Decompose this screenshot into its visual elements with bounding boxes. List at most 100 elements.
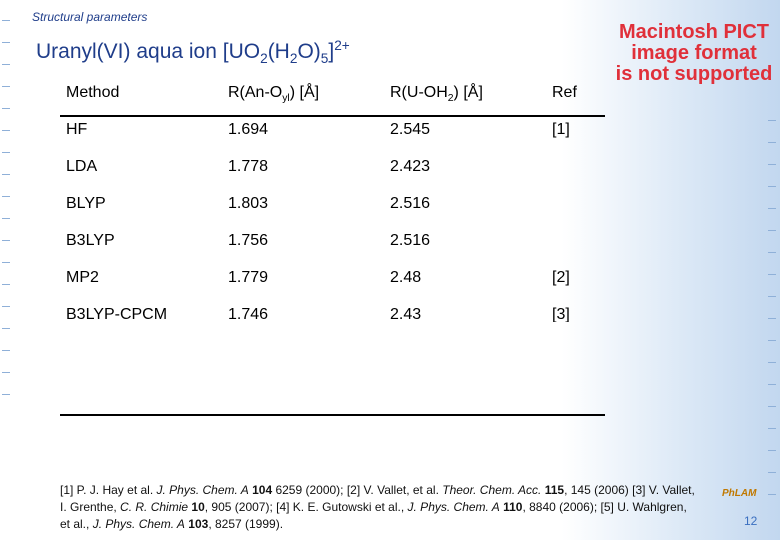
- table-cell: [3]: [552, 306, 570, 322]
- text-run: 2: [289, 51, 298, 67]
- section-label: Structural parameters: [32, 10, 148, 24]
- table-cell: 2.516: [390, 232, 431, 249]
- edge-dash: [2, 394, 10, 395]
- edge-dash: [2, 64, 10, 65]
- edge-dash: [768, 208, 776, 209]
- table-row: BLYP 1.803 2.516: [60, 189, 605, 226]
- header-row: Method R(An-Oyl) [Å] R(U-OH2) [Å] Ref: [60, 78, 605, 115]
- table-row: B3LYP-CPCM 1.746 2.43 [3]: [60, 300, 605, 322]
- table-row: MP2 1.779 2.48 [2]: [60, 263, 605, 300]
- edge-dash: [2, 240, 10, 241]
- edge-dash: [2, 86, 10, 87]
- table-row: HF 1.694 2.545 [1]: [60, 115, 605, 152]
- table-cell: MP2: [66, 269, 99, 286]
- table-cell: LDA: [66, 158, 98, 175]
- edge-dash: [768, 120, 776, 121]
- edge-dash: [2, 42, 10, 43]
- footnote: [1] P. J. Hay et al. J. Phys. Chem. A 10…: [60, 482, 700, 533]
- edge-dash: [768, 164, 776, 165]
- table-cell: 1.746: [228, 306, 269, 322]
- edge-dash: [2, 372, 10, 373]
- column-header: R(U-OH2) [Å]: [390, 84, 483, 104]
- edge-dash: [2, 20, 10, 21]
- edge-dash: [768, 472, 776, 473]
- edge-dash: [768, 450, 776, 451]
- text-run: J. Phys. Chem. A: [156, 483, 249, 497]
- text-run: J. Phys. Chem. A: [407, 500, 500, 514]
- table-cell: 1.694: [228, 121, 269, 138]
- edge-dash: [2, 130, 10, 131]
- table-cell: 2.516: [390, 195, 431, 212]
- text-run: R(U-OH: [390, 84, 448, 101]
- edge-dash: [2, 218, 10, 219]
- edge-dash: [768, 186, 776, 187]
- table-cell: 1.778: [228, 158, 269, 175]
- table-cell: 2.48: [390, 269, 422, 286]
- text-run: J. Phys. Chem. A: [92, 517, 185, 531]
- text-run: 115: [544, 483, 565, 497]
- image-placeholder: Macintosh PICT image format is not support…: [608, 22, 780, 85]
- text-run: ]: [328, 40, 335, 63]
- table-cell: B3LYP: [66, 232, 115, 249]
- edge-dash: [2, 284, 10, 285]
- edge-dash: [768, 142, 776, 143]
- table-cell: [1]: [552, 121, 570, 138]
- edge-dash: [768, 362, 776, 363]
- table-cell: B3LYP-CPCM: [66, 306, 168, 322]
- edge-dash: [768, 406, 776, 407]
- edge-dash: [768, 340, 776, 341]
- edge-dash: [768, 274, 776, 275]
- text-run: Theor. Chem. Acc.: [442, 483, 542, 497]
- table-cell: HF: [66, 121, 88, 138]
- bottom-rule: [60, 414, 605, 416]
- table-cell: 2.43: [390, 306, 422, 322]
- edge-dash: [2, 196, 10, 197]
- table-cell: BLYP: [66, 195, 106, 212]
- text-run: O): [297, 40, 321, 63]
- edge-dash: [2, 174, 10, 175]
- placeholder-line: image format: [631, 42, 757, 64]
- placeholder-line: Macintosh PICT: [618, 21, 769, 43]
- column-header: R(An-Oyl) [Å]: [228, 84, 319, 104]
- text-run: yl: [282, 93, 290, 105]
- text-run: 2: [260, 51, 268, 67]
- table-cell: 1.803: [228, 195, 269, 212]
- placeholder-line: is not supported: [615, 63, 773, 85]
- table-row: LDA 1.778 2.423: [60, 152, 605, 189]
- slide-title: Uranyl(VI) aqua ion [UO2(H2O)5]2+: [36, 38, 350, 66]
- table-cell: 1.779: [228, 269, 269, 286]
- text-run: , 905 (2007); [4] K. E. Gutowski et al.,: [204, 500, 408, 514]
- edge-dash: [2, 328, 10, 329]
- table: Method R(An-Oyl) [Å] R(U-OH2) [Å] Ref HF 1.69…: [60, 78, 605, 322]
- text-run: 5: [320, 51, 329, 67]
- logo: PhLAM: [722, 488, 757, 499]
- table-row: B3LYP 1.756 2.516: [60, 226, 605, 263]
- text-run: Method: [66, 84, 120, 101]
- edge-dash: [768, 230, 776, 231]
- text-run: (H: [267, 40, 290, 63]
- text-run: 110: [503, 500, 523, 514]
- header-rule: [60, 115, 605, 117]
- text-run: , 145 (2006) [3] V. Vallet, I. Grenthe,: [60, 483, 695, 514]
- edge-dash: [2, 262, 10, 263]
- text-run: 2: [447, 93, 454, 105]
- table-cell: [2]: [552, 269, 570, 286]
- text-run: 104: [252, 483, 273, 497]
- text-run: ) [Å]: [289, 84, 320, 101]
- text-run: , 8840 (2006); [5] U. Wahlgren, et al.,: [60, 500, 687, 531]
- edge-dash: [2, 108, 10, 109]
- column-header: Ref: [552, 84, 577, 102]
- text-run: ) [Å]: [453, 84, 483, 101]
- text-run: 2+: [334, 38, 350, 53]
- edge-dash: [768, 296, 776, 297]
- edge-dash: [768, 252, 776, 253]
- text-run: 6259 (2000); [2] V. Vallet, et al.: [272, 483, 443, 497]
- table-cell: 2.545: [390, 121, 431, 138]
- text-run: Ref: [552, 84, 577, 101]
- text-run: , 8257 (1999).: [208, 517, 284, 531]
- column-header: Method: [66, 84, 119, 102]
- text-run: [1] P. J. Hay et al.: [60, 483, 157, 497]
- edge-dash: [2, 306, 10, 307]
- text-run: 103: [188, 517, 209, 531]
- text-run: 10: [191, 500, 205, 514]
